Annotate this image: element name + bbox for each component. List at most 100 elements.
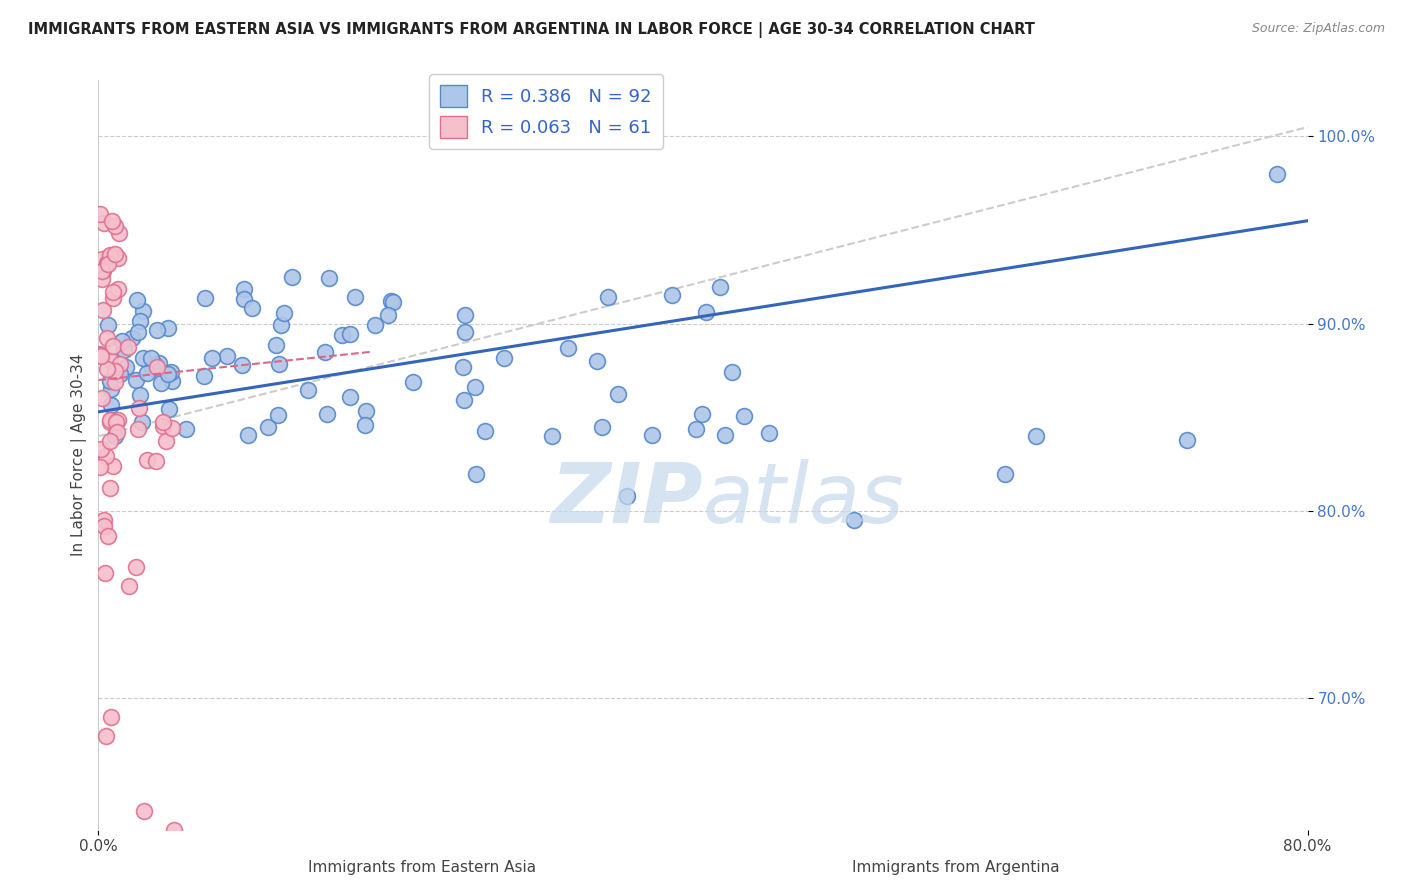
Point [641,427,664,442]
Point [695,304,717,318]
Point [104,376,127,390]
Point [1175,433,1198,447]
Point [145,454,167,468]
Point [233,281,256,295]
Point [257,420,280,434]
Point [453,325,475,339]
Text: Immigrants from Argentina: Immigrants from Argentina [852,861,1060,875]
Point [267,408,290,422]
Point [454,308,477,322]
Point [110,368,132,382]
Point [193,369,215,384]
Point [104,415,127,429]
Point [104,247,127,261]
Point [174,422,197,436]
Point [96,331,118,345]
Point [141,351,163,365]
Point [98,248,121,262]
Point [217,349,239,363]
Point [135,366,157,380]
Point [97,250,120,264]
Point [111,334,134,348]
Point [721,365,744,379]
Point [100,374,122,388]
Point [118,579,141,593]
Point [381,294,404,309]
Point [540,429,562,443]
Point [128,401,150,415]
Point [91,391,114,405]
Point [451,360,474,375]
Point [233,292,256,306]
Point [96,256,118,270]
Point [135,453,157,467]
Point [94,566,117,581]
Point [89,347,111,361]
Point [270,318,292,332]
Point [125,293,148,308]
Point [160,421,183,435]
Point [994,467,1017,481]
Point [104,364,127,378]
Point [364,318,387,332]
Point [149,376,172,391]
Point [380,294,402,309]
Point [90,442,112,456]
Point [844,513,866,527]
Point [146,360,169,375]
Point [100,382,122,396]
Point [90,264,112,278]
Point [616,489,638,503]
Point [93,216,115,230]
Point [97,529,120,543]
Point [464,379,486,393]
Point [318,271,340,285]
Point [314,344,336,359]
Y-axis label: In Labor Force | Age 30-34: In Labor Force | Age 30-34 [72,353,87,557]
Point [97,318,120,332]
Point [90,349,112,363]
Point [758,425,780,440]
Point [297,383,319,397]
Point [339,390,361,404]
Point [586,354,609,368]
Text: ZIP: ZIP [550,459,703,541]
Point [117,340,139,354]
Point [1267,167,1289,181]
Point [125,373,148,387]
Point [96,449,118,463]
Point [143,358,166,372]
Point [377,308,399,322]
Point [89,207,111,221]
Point [152,419,174,434]
Point [131,303,153,318]
Point [152,415,174,429]
Text: Immigrants from Eastern Asia: Immigrants from Eastern Asia [308,861,536,875]
Point [104,219,127,234]
Point [273,306,295,320]
Point [101,285,124,299]
Point [661,288,683,302]
Point [606,387,628,401]
Point [96,361,118,376]
Point [148,356,170,370]
Point [108,358,131,372]
Point [91,271,114,285]
Point [356,404,378,418]
Point [98,481,121,495]
Point [157,402,180,417]
Point [132,351,155,365]
Point [98,434,121,448]
Point [453,392,475,407]
Point [100,710,122,724]
Point [141,361,163,376]
Point [465,467,488,481]
Point [709,280,731,294]
Point [107,413,129,427]
Point [557,341,579,355]
Point [105,425,128,439]
Point [474,424,496,438]
Point [98,353,121,368]
Point [156,367,179,381]
Point [713,428,735,442]
